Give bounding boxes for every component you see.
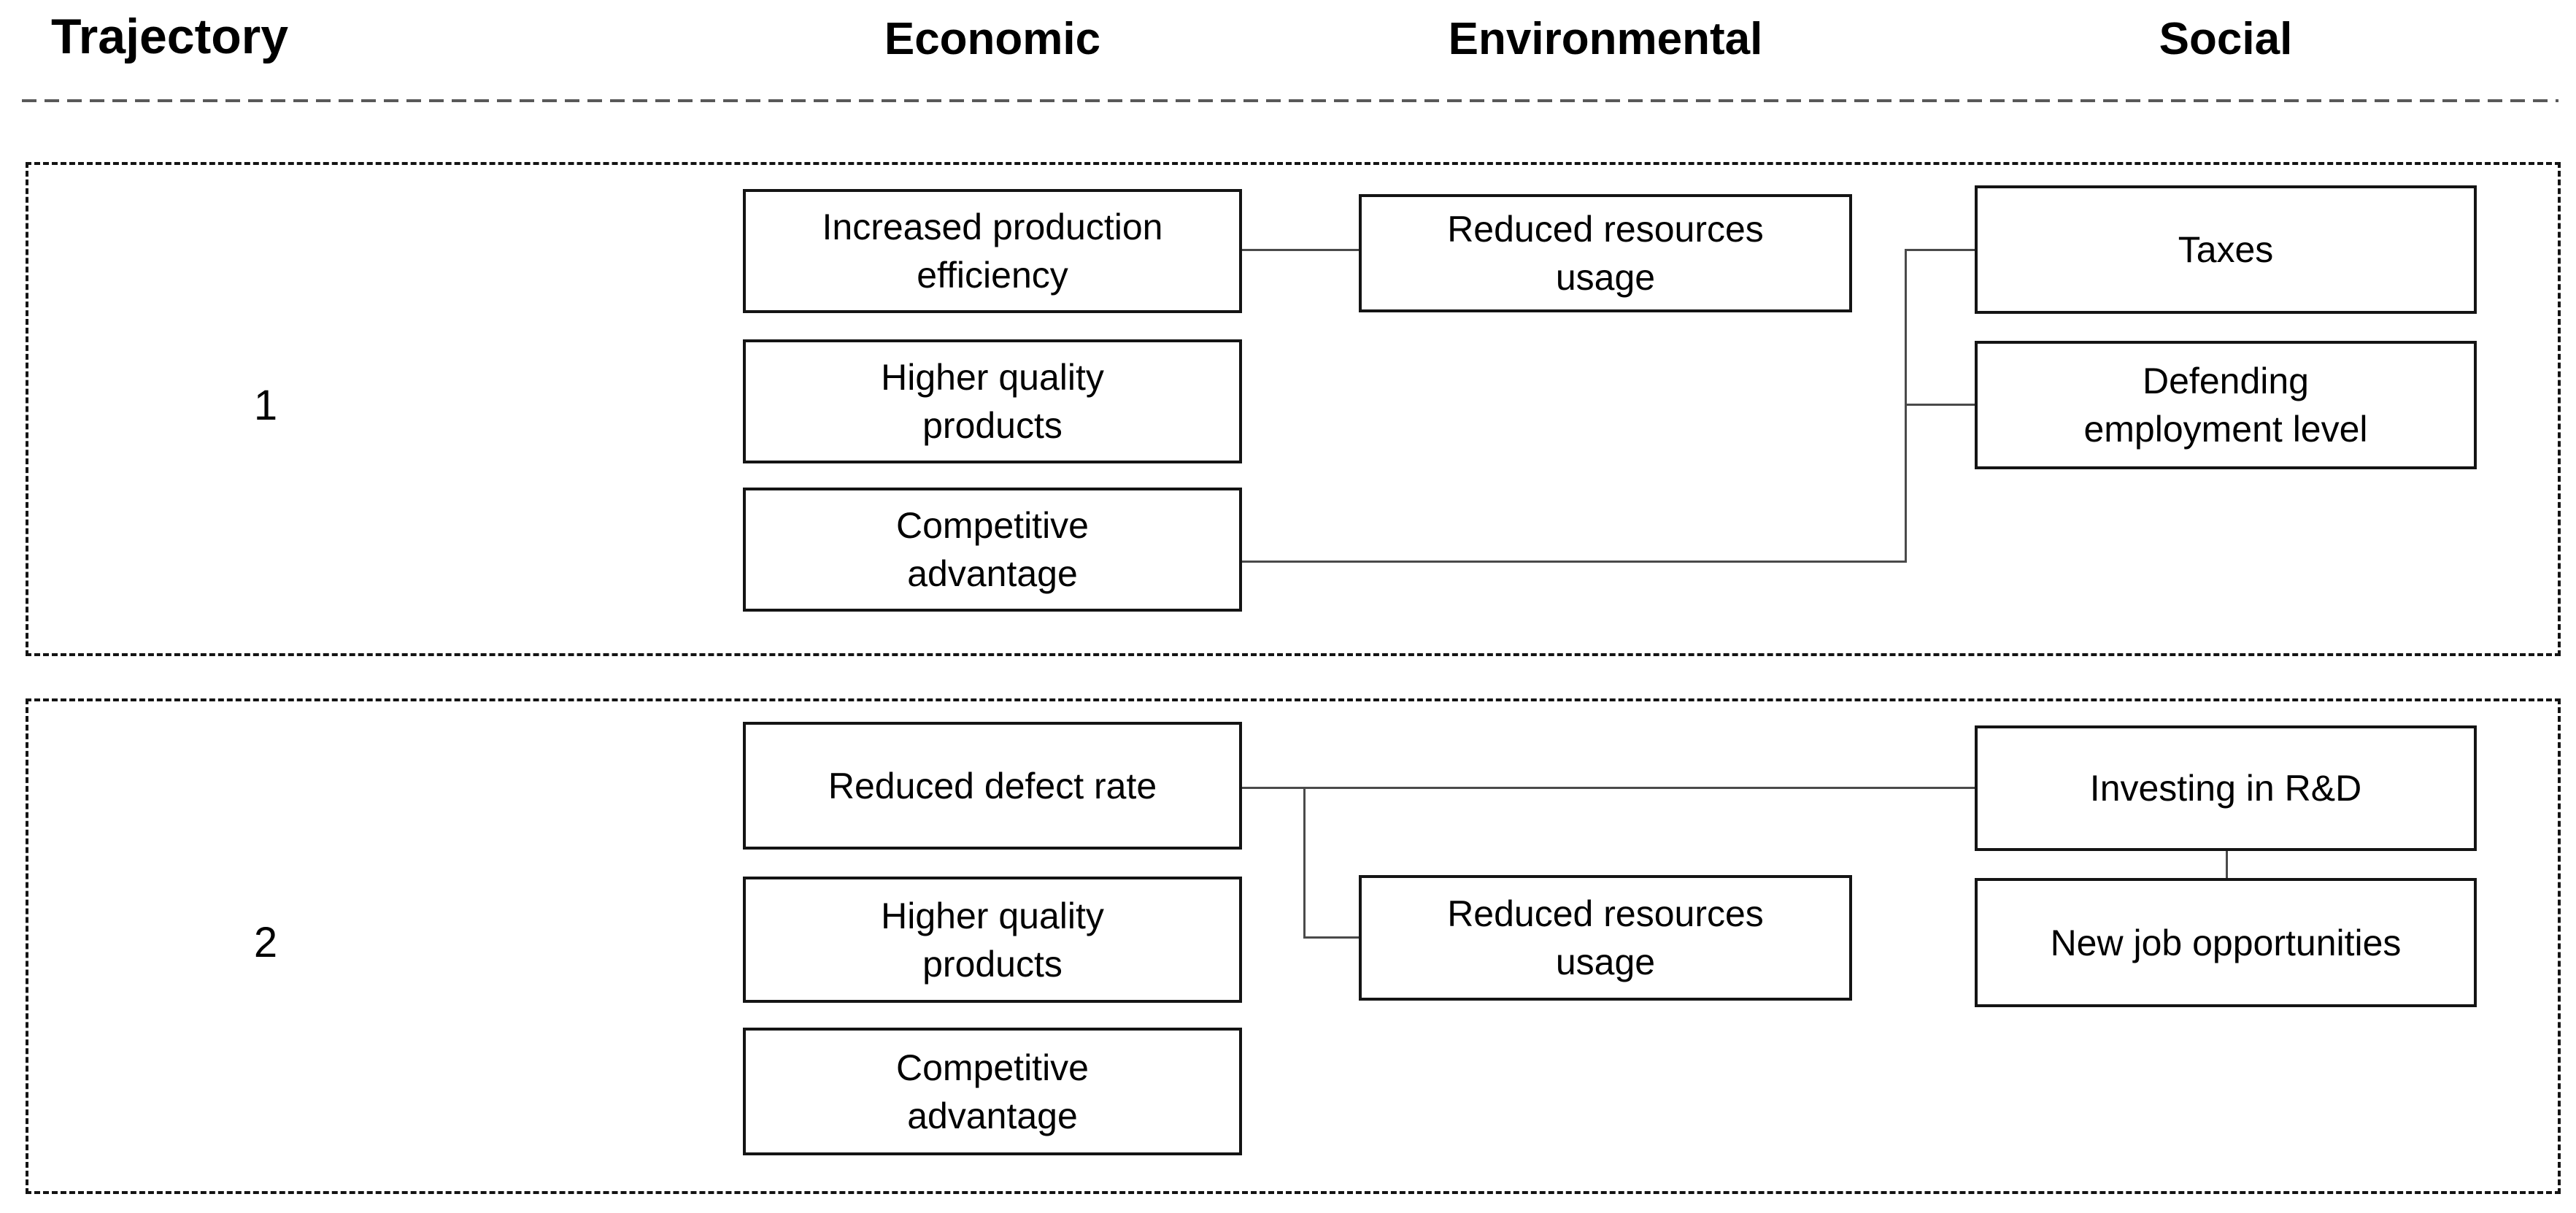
connector-defect-rate-to-investing-rd bbox=[1242, 787, 1975, 789]
trajectory-2-container: 2 Reduced defect rate Higher quality pro… bbox=[26, 698, 2561, 1194]
header-trajectory: Trajectory bbox=[51, 9, 289, 64]
box-higher-quality-products-1: Higher quality products bbox=[743, 339, 1242, 463]
box-reduced-resources-usage-2: Reduced resources usage bbox=[1359, 875, 1852, 1001]
connector-competitive-advantage-to-trunk bbox=[1242, 561, 1905, 563]
trajectory-2-number: 2 bbox=[253, 919, 278, 966]
box-defending-employment-level: Defending employment level bbox=[1975, 341, 2477, 469]
header-separator-line bbox=[22, 99, 2558, 102]
connector-drop-to-resources bbox=[1303, 936, 1360, 939]
connector-trunk-to-taxes bbox=[1905, 249, 1975, 251]
box-increased-production-efficiency: Increased production efficiency bbox=[743, 189, 1242, 313]
box-taxes: Taxes bbox=[1975, 185, 2477, 314]
connector-investing-rd-to-new-jobs bbox=[2226, 851, 2228, 880]
box-competitive-advantage-1: Competitive advantage bbox=[743, 488, 1242, 612]
box-reduced-resources-usage-1: Reduced resources usage bbox=[1359, 194, 1852, 312]
box-reduced-defect-rate: Reduced defect rate bbox=[743, 722, 1242, 850]
box-higher-quality-products-2: Higher quality products bbox=[743, 877, 1242, 1003]
box-new-job-opportunities: New job opportunities bbox=[1975, 878, 2477, 1007]
header-economic: Economic bbox=[884, 14, 1101, 64]
box-competitive-advantage-2: Competitive advantage bbox=[743, 1028, 1242, 1155]
connector-trunk-vertical-1 bbox=[1905, 249, 1907, 563]
header-social: Social bbox=[2159, 14, 2293, 64]
trajectory-1-number: 1 bbox=[253, 382, 278, 429]
connector-trunk-to-defending-employment bbox=[1905, 404, 1975, 406]
connector-efficiency-to-resources bbox=[1242, 249, 1359, 251]
trajectory-1-container: 1 Increased production efficiency Higher… bbox=[26, 162, 2561, 656]
header-environmental: Environmental bbox=[1448, 14, 1763, 64]
connector-drop-vertical-2 bbox=[1303, 787, 1306, 939]
box-investing-in-rd: Investing in R&D bbox=[1975, 725, 2477, 851]
